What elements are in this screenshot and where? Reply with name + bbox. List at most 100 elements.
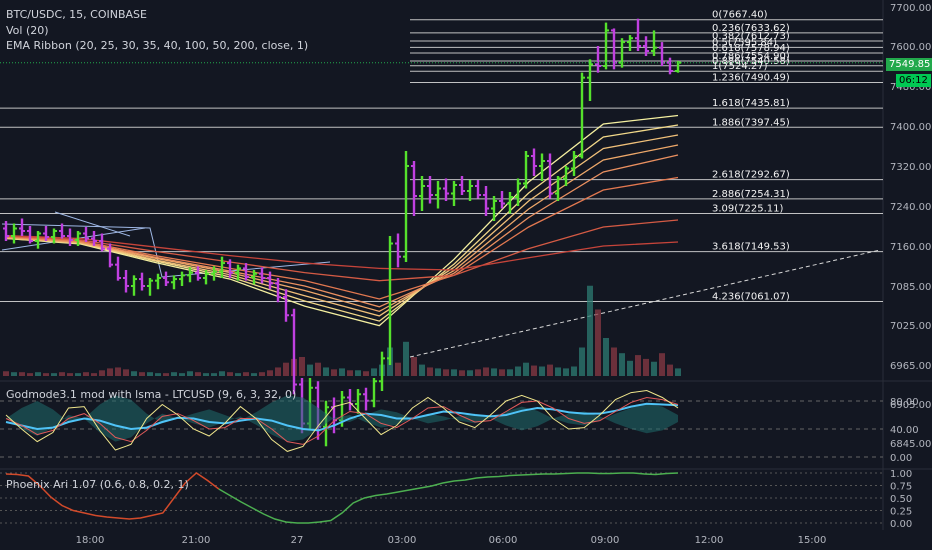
volume-bar — [171, 372, 177, 376]
phoenix-line — [5, 472, 220, 520]
volume-bar — [363, 371, 369, 376]
fib-label: 2.886(7254.31) — [712, 189, 790, 200]
time-tick-label: 09:00 — [591, 535, 620, 546]
ohlc-bar — [451, 181, 457, 206]
ohlc-bar — [11, 223, 17, 244]
volume-bar — [411, 357, 417, 376]
volume-bar — [643, 358, 649, 376]
time-tick-label: 27 — [291, 535, 304, 546]
price-tick-label: 7085.00 — [890, 282, 931, 293]
volume-bar — [11, 372, 17, 376]
volume-bar — [355, 370, 361, 376]
ohlc-bar — [283, 289, 289, 322]
price-tick-label: 6965.00 — [890, 361, 931, 372]
phoenix-tick-label: 0.00 — [890, 519, 912, 530]
volume-bar — [75, 373, 81, 376]
price-tick-label: 7320.00 — [890, 162, 931, 173]
price-tick-label: 6905.00 — [890, 400, 931, 411]
volume-bar — [667, 364, 673, 376]
ohlc-bar — [443, 178, 449, 201]
time-tick-label: 18:00 — [76, 535, 105, 546]
osc-tick-label: 0.00 — [890, 453, 912, 464]
ohlc-bar — [355, 389, 361, 414]
volume-bar — [267, 370, 273, 376]
ohlc-bar — [579, 72, 585, 159]
volume-bar — [299, 357, 305, 376]
volume-bar — [203, 373, 209, 376]
ohlc-bar — [291, 308, 297, 395]
ohlc-bar — [3, 221, 9, 241]
volume-bar — [403, 341, 409, 376]
volume-bar — [315, 362, 321, 376]
volume-bar — [443, 369, 449, 376]
volume-bar — [27, 373, 33, 376]
ohlc-bar — [411, 161, 417, 216]
dashed-trendline — [409, 249, 881, 358]
volume-bar — [563, 368, 569, 376]
ohlc-bar — [467, 180, 473, 201]
volume-bar — [547, 364, 553, 376]
fib-label: 2.618(7292.67) — [712, 170, 790, 181]
volume-bar — [635, 355, 641, 376]
ema-line — [5, 134, 679, 317]
volume-bar — [187, 371, 193, 376]
volume-bar — [235, 373, 241, 376]
volume-bar — [99, 370, 105, 376]
volume-bar — [155, 373, 161, 376]
ohlc-bar — [163, 271, 169, 286]
ohlc-bar — [251, 270, 257, 285]
fib-label: 4.236(7061.07) — [712, 292, 790, 303]
volume-bar — [467, 370, 473, 376]
ohlc-bar — [419, 176, 425, 211]
last-price-tag: 7549.85 — [886, 58, 932, 71]
fast-line — [5, 389, 679, 452]
price-tick-label: 7480.00 — [890, 82, 931, 93]
ohlc-bar — [459, 176, 465, 195]
ema-line — [5, 154, 679, 308]
fib-label: 0(7667.40) — [712, 10, 768, 21]
fib-label: 0.236(7633.62) — [712, 23, 790, 34]
price-tick-label: 7025.00 — [890, 321, 931, 332]
ohlc-bar — [227, 259, 233, 278]
triangle-upper-line — [54, 211, 131, 237]
ohlc-bar — [259, 267, 265, 284]
ohlc-bar — [123, 270, 129, 293]
volume-bar — [595, 309, 601, 376]
price-tick-label: 7600.00 — [890, 42, 931, 53]
price-tick-label: 7240.00 — [890, 202, 931, 213]
volume-bar — [419, 364, 425, 376]
volume-bar — [659, 353, 665, 376]
volume-bar — [35, 372, 41, 376]
ohlc-bar — [371, 378, 377, 408]
ohlc-bar — [243, 263, 249, 281]
volume-bar — [499, 369, 505, 376]
godmode-pane-title: Godmode3.1 mod with lsma - LTCUSD (9, 6,… — [6, 388, 297, 401]
volume-bar — [603, 338, 609, 376]
fib-label: 1.886(7397.45) — [712, 117, 790, 128]
ohlc-bar — [563, 166, 569, 186]
ohlc-bar — [139, 272, 145, 291]
ohlc-bar — [523, 151, 529, 189]
ohlc-bar — [491, 196, 497, 221]
ohlc-bar — [571, 151, 577, 176]
ohlc-bar — [387, 236, 393, 365]
volume-bar — [611, 347, 617, 376]
volume-bar — [43, 373, 49, 376]
volume-bar — [115, 367, 121, 376]
phoenix-line — [218, 472, 679, 524]
volume-bar — [51, 373, 57, 376]
volume-bar — [651, 361, 657, 376]
ohlc-bar — [99, 233, 105, 252]
ohlc-bar — [171, 275, 177, 290]
fib-label: 3.618(7149.53) — [712, 242, 790, 253]
volume-bar — [323, 367, 329, 376]
ohlc-bar — [43, 226, 49, 241]
phoenix-tick-label: 1.00 — [890, 469, 912, 480]
phoenix-tick-label: 0.50 — [890, 494, 912, 505]
volume-bar — [283, 362, 289, 376]
volume-bar — [579, 347, 585, 376]
ohlc-bar — [35, 231, 41, 249]
volume-bar — [483, 367, 489, 376]
volume-bar — [339, 368, 345, 376]
